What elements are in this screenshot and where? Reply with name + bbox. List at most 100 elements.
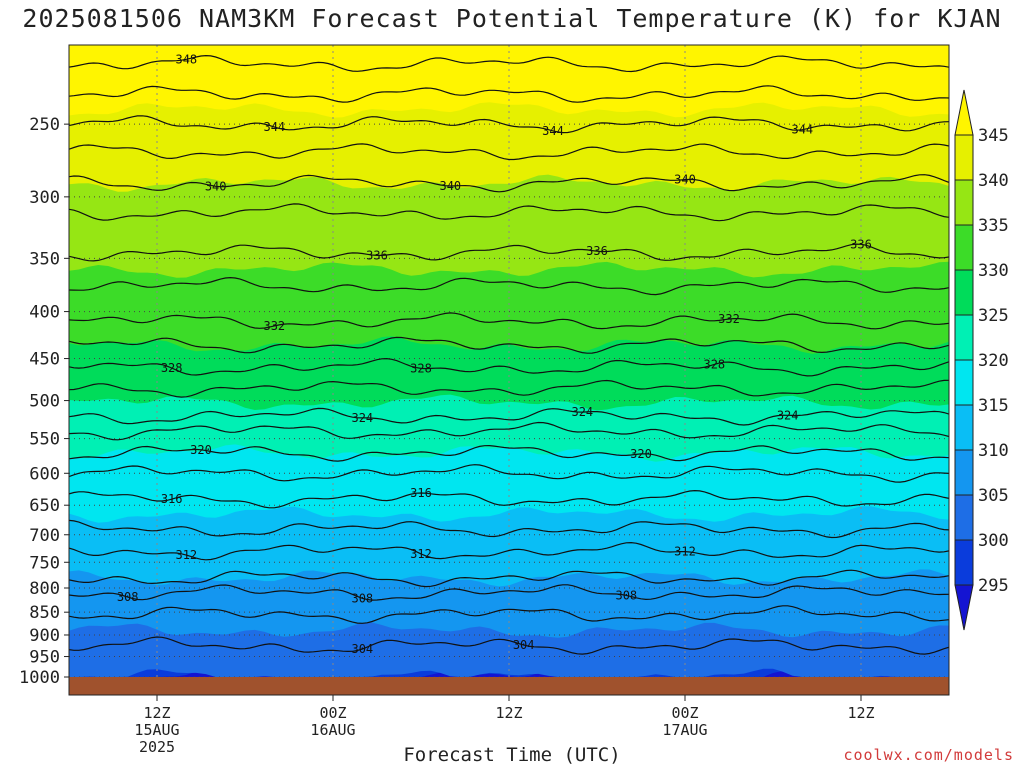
contour-328: [69, 357, 949, 377]
colorbar-label-310: 310: [978, 441, 1009, 461]
colorbar-swatch-300: [954, 494, 974, 541]
colorbar: 295 300 305 310 315 320 325 330 335 340 345: [954, 89, 1009, 631]
contour-322: [69, 421, 949, 441]
contour-label-328-2: 328: [703, 357, 725, 371]
contour-label-336-2: 336: [850, 237, 872, 251]
svg-text:344: 344: [791, 123, 813, 137]
colorbar-label-345: 345: [978, 126, 1009, 146]
svg-text:320: 320: [190, 443, 212, 457]
ytick-label-700: 700: [29, 526, 60, 546]
contour-label-312-0: 312: [175, 548, 197, 562]
contour-label-324-0: 324: [351, 411, 373, 425]
colorbar-swatch-340: [954, 134, 974, 181]
contour-label-320-1: 320: [630, 447, 652, 461]
svg-text:324: 324: [777, 408, 799, 422]
colorbar-label-295: 295: [978, 576, 1009, 596]
contour-324: [69, 407, 949, 426]
contour-346: [69, 85, 949, 103]
colorbar-label-315: 315: [978, 396, 1009, 416]
colorbar-label-340: 340: [978, 171, 1009, 191]
ytick-label-850: 850: [29, 603, 60, 623]
svg-text:336: 336: [586, 244, 608, 258]
ytick-label-600: 600: [29, 464, 60, 484]
contour-label-308-2: 308: [615, 588, 637, 602]
xtick-label-24-1: 16AUG: [310, 721, 355, 739]
xtick-label-12-2: 2025: [139, 738, 175, 756]
ground-layer: [69, 677, 949, 695]
y-axis: 250 300 350 400 450 500 550 600 650 700 750 800 850 9…: [19, 115, 69, 688]
svg-text:328: 328: [161, 361, 183, 375]
svg-text:344: 344: [542, 124, 564, 138]
contour-label-316-1: 316: [410, 486, 432, 500]
colorbar-label-335: 335: [978, 216, 1009, 236]
contour-lines: [69, 54, 949, 655]
xtick-label-48-0: 00Z: [671, 704, 698, 722]
colorbar-label-320: 320: [978, 351, 1009, 371]
svg-text:316: 316: [161, 492, 183, 506]
ytick-label-750: 750: [29, 553, 60, 573]
contour-330: [69, 336, 949, 354]
colorbar-arrow-top: [954, 89, 974, 136]
svg-text:312: 312: [175, 548, 197, 562]
colorbar-swatch-325: [954, 269, 974, 316]
contour-348: [69, 54, 949, 73]
contour-label-320-0: 320: [190, 443, 212, 457]
colorbar-swatch-335: [954, 179, 974, 226]
svg-text:304: 304: [351, 642, 373, 656]
colorbar-label-330: 330: [978, 261, 1009, 281]
contour-318: [69, 464, 949, 483]
contour-340: [69, 174, 949, 193]
contour-label-312-2: 312: [674, 545, 696, 559]
contour-label-324-1: 324: [571, 405, 593, 419]
ytick-label-950: 950: [29, 648, 60, 668]
svg-text:344: 344: [263, 120, 285, 134]
contour-label-348-0: 348: [175, 52, 197, 66]
contour-332: [69, 312, 949, 330]
xtick-label-12-0: 12Z: [143, 704, 170, 722]
contour-label-344-2: 344: [791, 123, 813, 137]
colorbar-swatch-315: [954, 359, 974, 406]
svg-text:308: 308: [351, 591, 373, 605]
contour-label-328-0: 328: [161, 361, 183, 375]
contour-label-344-0: 344: [263, 120, 285, 134]
svg-text:340: 340: [205, 179, 227, 193]
svg-text:324: 324: [351, 411, 373, 425]
contour-label-344-1: 344: [542, 124, 564, 138]
svg-text:340: 340: [674, 173, 696, 187]
colorbar-arrow-bottom: [954, 584, 974, 631]
contour-316: [69, 489, 949, 509]
contour-312: [69, 541, 949, 561]
xtick-label-24-0: 00Z: [319, 704, 346, 722]
contour-310: [69, 569, 949, 588]
contour-308: [69, 584, 949, 601]
contour-304: [69, 636, 949, 655]
ytick-label-400: 400: [29, 303, 60, 323]
svg-text:336: 336: [850, 237, 872, 251]
contour-label-336-1: 336: [586, 244, 608, 258]
ytick-label-650: 650: [29, 496, 60, 516]
svg-text:332: 332: [718, 312, 740, 326]
contour-314: [69, 519, 949, 539]
svg-text:304: 304: [513, 638, 535, 652]
colorbar-swatch-320: [954, 314, 974, 361]
contour-326: [69, 379, 949, 398]
colorbar-swatch-295: [954, 539, 974, 586]
contour-label-340-1: 340: [439, 179, 461, 193]
colorbar-swatch-330: [954, 224, 974, 271]
contour-label-328-1: 328: [410, 361, 432, 375]
xtick-label-48-1: 17AUG: [662, 721, 707, 739]
ytick-label-900: 900: [29, 626, 60, 646]
svg-text:312: 312: [410, 547, 432, 561]
contour-label-332-1: 332: [718, 312, 740, 326]
ytick-label-350: 350: [29, 249, 60, 269]
xtick-label-12-1: 15AUG: [134, 721, 179, 739]
ytick-label-800: 800: [29, 579, 60, 599]
contour-label-304-0: 304: [513, 638, 535, 652]
contour-344: [69, 115, 949, 134]
colorbar-label-300: 300: [978, 531, 1009, 551]
colorbar-label-305: 305: [978, 486, 1009, 506]
svg-text:308: 308: [615, 588, 637, 602]
svg-text:348: 348: [175, 52, 197, 66]
